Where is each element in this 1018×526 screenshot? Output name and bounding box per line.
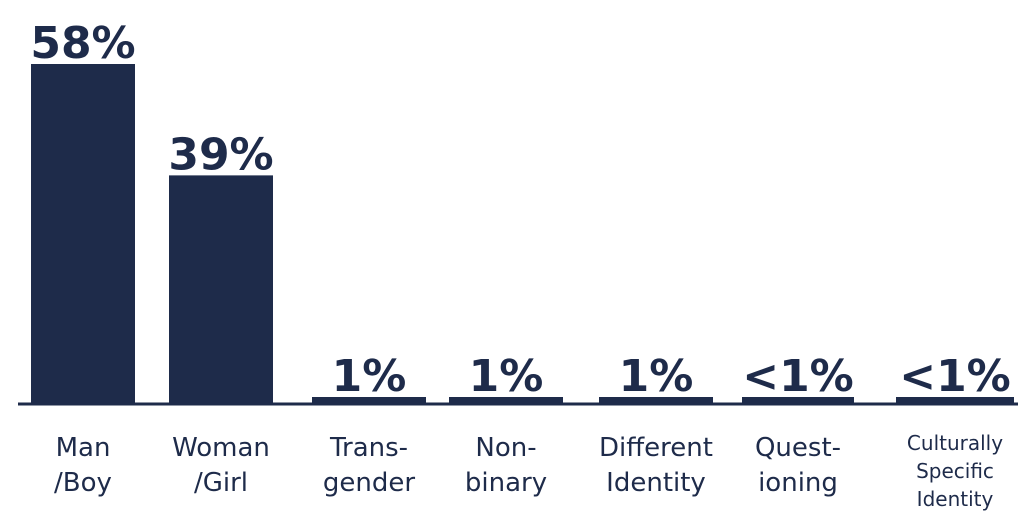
bar-0 — [31, 64, 135, 404]
bar-2 — [312, 397, 426, 404]
category-label-1-line-0: Woman — [172, 433, 270, 463]
category-label-5-line-0: Quest- — [755, 433, 841, 463]
value-label-2: 1% — [332, 351, 407, 402]
category-label-6-line-2: Identity — [917, 487, 994, 511]
bar-1 — [169, 175, 273, 404]
category-label-3-line-1: binary — [465, 468, 547, 498]
value-label-3: 1% — [469, 351, 544, 402]
bar-4 — [599, 397, 713, 404]
category-label-0-line-1: /Boy — [54, 468, 112, 498]
bar-3 — [449, 397, 563, 404]
category-label-1-line-1: /Girl — [194, 468, 248, 498]
category-label-4-line-0: Different — [599, 433, 713, 463]
value-label-1: 39% — [168, 129, 273, 180]
value-label-6: <1% — [899, 351, 1011, 402]
category-label-2-line-0: Trans- — [329, 433, 408, 463]
category-label-6-line-0: Culturally — [907, 431, 1003, 455]
bar-6 — [896, 397, 1014, 404]
bars-group — [31, 64, 1014, 404]
category-label-2-line-1: gender — [323, 468, 415, 498]
category-label-3-line-0: Non- — [475, 433, 536, 463]
category-labels-group: Man/Boy Woman/Girl Trans-gender Non-binary D… — [54, 431, 1003, 511]
category-label-0-line-0: Man — [56, 433, 111, 463]
bar-5 — [742, 397, 854, 404]
value-label-4: 1% — [619, 351, 694, 402]
category-label-4-line-1: Identity — [606, 468, 706, 498]
value-labels-group: 58% 39% 1% 1% 1% <1% <1% — [30, 18, 1010, 402]
value-label-5: <1% — [742, 351, 854, 402]
value-label-0: 58% — [30, 18, 135, 69]
category-label-5-line-1: ioning — [758, 468, 838, 498]
category-label-6-line-1: Specific — [916, 459, 994, 483]
